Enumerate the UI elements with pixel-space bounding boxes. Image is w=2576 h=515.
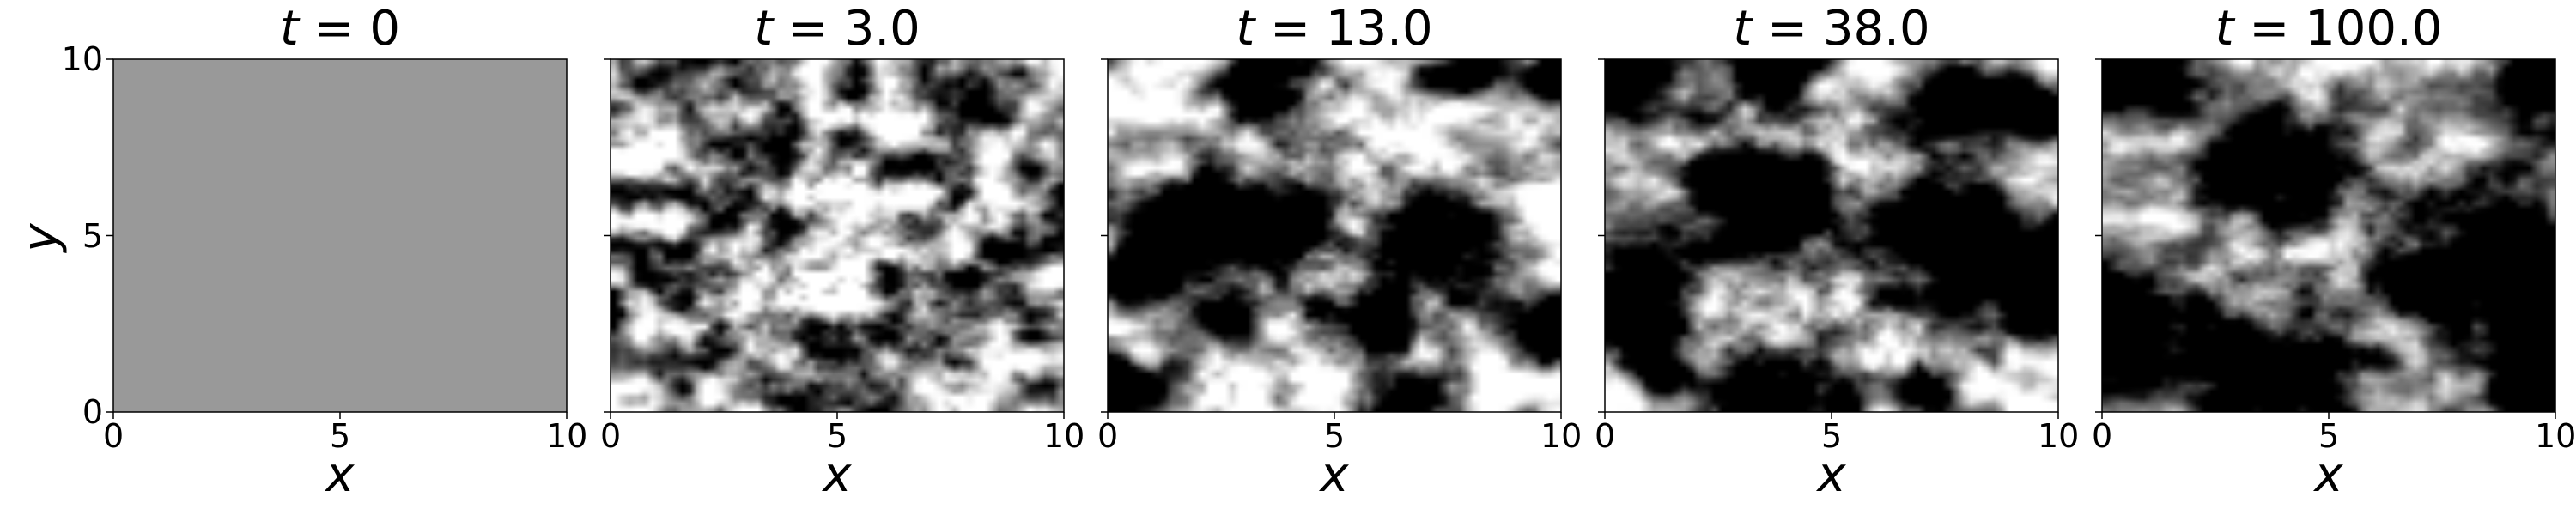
x-axis-label: x <box>1817 447 1846 503</box>
y-tick-label: 5 <box>82 216 103 255</box>
heatmap-panel <box>2095 58 2556 419</box>
title-value: 100.0 <box>2305 1 2443 57</box>
title-variable: t <box>2215 1 2234 57</box>
x-tick-label: 5 <box>1821 417 1843 455</box>
title-equals: = <box>1752 1 1823 57</box>
x-tick-label: 10 <box>2535 417 2576 455</box>
panel-title: t = 100.0 <box>2102 2 2555 57</box>
x-tick-label: 5 <box>330 417 351 455</box>
heatmap-image <box>2102 59 2555 412</box>
heatmap-image <box>113 59 567 412</box>
panel-title: t = 0 <box>113 2 567 57</box>
x-tick-label: 0 <box>600 417 622 455</box>
title-equals: = <box>773 1 844 57</box>
heatmap-image <box>1108 59 1561 412</box>
y-tick-label: 0 <box>82 393 103 431</box>
heatmap-panel <box>604 58 1065 419</box>
heatmap-image <box>1605 59 2058 412</box>
x-tick-label: 10 <box>1043 417 1085 455</box>
heatmap-panel <box>1598 58 2059 419</box>
x-tick-label: 5 <box>827 417 848 455</box>
x-axis-label: x <box>2314 447 2343 503</box>
title-variable: t <box>754 1 774 57</box>
title-value: 13.0 <box>1325 1 1433 57</box>
x-tick-label: 10 <box>546 417 588 455</box>
title-variable: t <box>279 1 299 57</box>
x-tick-label: 0 <box>103 417 125 455</box>
x-tick-label: 5 <box>2318 417 2340 455</box>
title-value: 3.0 <box>843 1 920 57</box>
panel-title: t = 3.0 <box>611 2 1064 57</box>
title-variable: t <box>1733 1 1753 57</box>
heatmap-panel <box>106 58 568 419</box>
title-variable: t <box>1236 1 1255 57</box>
x-tick-label: 0 <box>2092 417 2113 455</box>
x-tick-label: 0 <box>1595 417 1616 455</box>
x-axis-label: x <box>823 447 852 503</box>
x-tick-label: 5 <box>1324 417 1346 455</box>
x-axis-label: x <box>1320 447 1349 503</box>
heatmap-panel <box>1101 58 1562 419</box>
title-equals: = <box>1255 1 1326 57</box>
x-axis-label: x <box>325 447 355 503</box>
title-equals: = <box>298 1 370 57</box>
panel-title: t = 13.0 <box>1108 2 1561 57</box>
x-tick-label: 0 <box>1097 417 1119 455</box>
y-tick-label: 10 <box>61 40 103 78</box>
title-equals: = <box>2233 1 2306 57</box>
title-value: 0 <box>369 1 401 57</box>
panel-title: t = 38.0 <box>1605 2 2058 57</box>
title-value: 38.0 <box>1822 1 1930 57</box>
heatmap-image <box>611 59 1064 412</box>
x-tick-label: 10 <box>1540 417 1583 455</box>
x-tick-label: 10 <box>2038 417 2080 455</box>
y-axis-label: y <box>13 223 69 252</box>
